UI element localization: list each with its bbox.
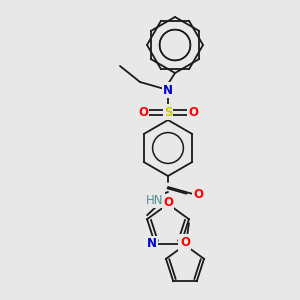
Text: HN: HN — [146, 194, 164, 206]
Text: N: N — [163, 83, 173, 97]
Text: N: N — [147, 237, 157, 250]
Text: O: O — [163, 196, 173, 208]
Text: O: O — [138, 106, 148, 118]
Text: O: O — [180, 236, 190, 248]
Text: N: N — [179, 237, 189, 250]
Text: S: S — [164, 106, 172, 118]
Text: O: O — [188, 106, 198, 118]
Text: O: O — [193, 188, 203, 200]
